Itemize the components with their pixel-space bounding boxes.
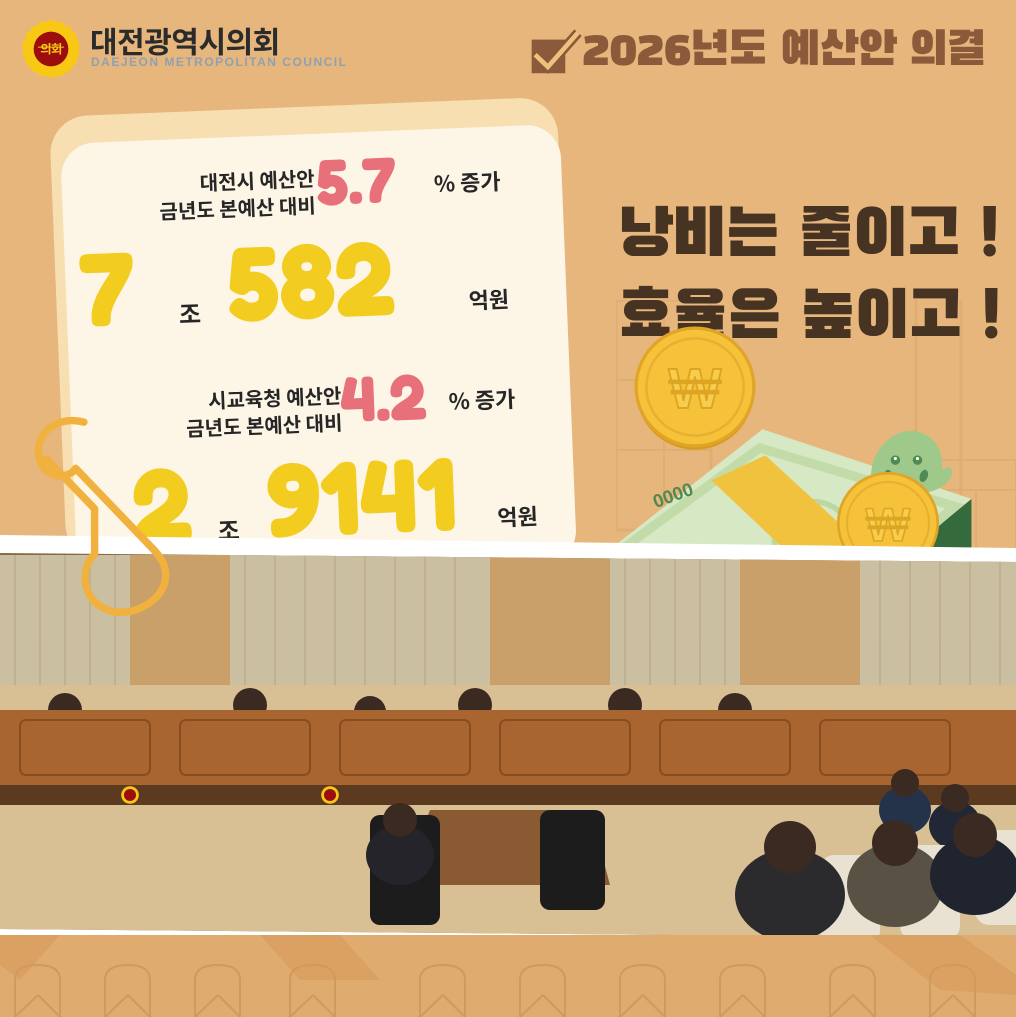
svg-text:W: W <box>866 499 911 552</box>
svg-text:의회: 의회 <box>40 39 62 57</box>
svg-text:W: W <box>668 357 722 420</box>
